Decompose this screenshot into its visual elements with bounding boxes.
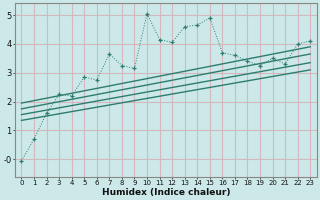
X-axis label: Humidex (Indice chaleur): Humidex (Indice chaleur) — [102, 188, 230, 197]
